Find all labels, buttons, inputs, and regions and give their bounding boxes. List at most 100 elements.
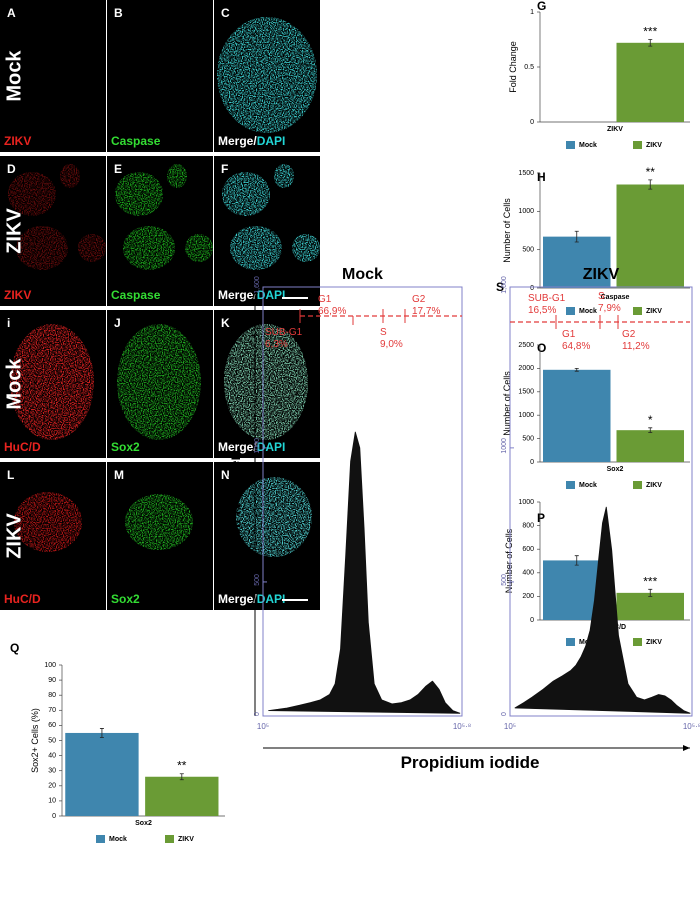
error-bar bbox=[574, 230, 579, 243]
bar bbox=[543, 236, 611, 288]
gate-percent: 17,7% bbox=[412, 306, 440, 317]
y-axis-label: Cell Number bbox=[227, 454, 244, 548]
cell-cluster bbox=[78, 234, 106, 262]
x-tick-label: Sox2 bbox=[607, 466, 624, 473]
channel-name: Merge/ bbox=[218, 134, 257, 148]
cell-cluster bbox=[115, 172, 163, 216]
cell-cluster bbox=[60, 164, 80, 188]
panel-letter: Q bbox=[10, 641, 19, 655]
panel-letter: R bbox=[250, 280, 259, 294]
legend-label: ZIKV bbox=[646, 142, 662, 149]
y-tick-label: 0.5 bbox=[524, 64, 534, 71]
cell-cluster bbox=[16, 226, 68, 270]
channel-name: Merge/ bbox=[218, 592, 257, 606]
y-tick-label: 0 bbox=[530, 617, 534, 624]
channel-label: Sox2 bbox=[111, 592, 140, 606]
channel-label: HuC/D bbox=[4, 440, 41, 454]
micrograph bbox=[0, 0, 106, 152]
y-axis-label: Number of Cells bbox=[504, 528, 514, 593]
panel-letter: P bbox=[537, 511, 545, 525]
panel-letter: D bbox=[7, 162, 16, 176]
error-bar bbox=[574, 368, 579, 372]
y-tick-label: 10 bbox=[48, 798, 56, 805]
channel-name: HuC/D bbox=[4, 440, 41, 454]
cell-cluster bbox=[224, 324, 308, 440]
channel-name: DAPI bbox=[257, 134, 286, 148]
y-tick-label: 500 bbox=[501, 574, 508, 586]
cell-cluster bbox=[14, 492, 82, 552]
arrow-head bbox=[683, 745, 690, 751]
cell-cluster bbox=[217, 17, 317, 133]
y-tick-label: 500 bbox=[522, 247, 534, 254]
cell-cluster bbox=[10, 324, 94, 440]
channel-label: Merge/DAPI bbox=[218, 288, 285, 302]
panel-letter: E bbox=[114, 162, 122, 176]
y-tick-label: 0 bbox=[530, 459, 534, 466]
y-tick-label: 1500 bbox=[518, 170, 534, 177]
legend-label: Mock bbox=[579, 142, 597, 149]
error-bar bbox=[179, 773, 184, 781]
bar bbox=[145, 776, 219, 816]
channel-name: Sox2 bbox=[111, 592, 140, 606]
legend-label: Mock bbox=[579, 308, 597, 315]
legend-label: Mock bbox=[579, 482, 597, 489]
y-tick-label: 1,600 bbox=[501, 276, 508, 294]
micrograph bbox=[107, 0, 213, 152]
cell-cluster bbox=[185, 234, 213, 262]
channel-name: Merge/ bbox=[218, 288, 257, 302]
panel-letter: A bbox=[7, 6, 16, 20]
y-axis-label: Number of Cells bbox=[502, 371, 512, 436]
cell-cluster bbox=[292, 234, 320, 262]
y-tick-label: 1000 bbox=[518, 412, 534, 419]
gate-name: G2 bbox=[622, 329, 636, 340]
cell-cluster bbox=[125, 494, 193, 550]
channel-name: DAPI bbox=[257, 592, 286, 606]
bar bbox=[616, 42, 684, 122]
y-tick-label: 1,600 bbox=[254, 276, 261, 294]
x-tick-label: Sox2 bbox=[135, 820, 152, 827]
channel-label: Merge/DAPI bbox=[218, 134, 285, 148]
cell-cluster bbox=[236, 477, 312, 557]
gate-percent: 66,9% bbox=[318, 306, 346, 317]
legend-swatch bbox=[96, 835, 105, 843]
error-bar bbox=[648, 427, 653, 433]
channel-name: HuC/D bbox=[4, 592, 41, 606]
channel-name: Caspase bbox=[111, 134, 161, 148]
panel-letter: K bbox=[221, 316, 230, 330]
error-bar bbox=[648, 179, 653, 190]
panel-letter: F bbox=[221, 162, 228, 176]
y-axis-label: Fold Change bbox=[508, 41, 518, 93]
y-tick-label: 30 bbox=[48, 768, 56, 775]
x-tick-label: 10⁵ bbox=[257, 722, 269, 731]
gate-name: G1 bbox=[562, 329, 576, 340]
panel-letter: S bbox=[496, 280, 504, 294]
y-tick-label: 80 bbox=[48, 692, 56, 699]
histogram-area bbox=[514, 506, 691, 714]
y-tick-label: 0 bbox=[530, 119, 534, 126]
legend-label: ZIKV bbox=[646, 639, 662, 646]
channel-label: Merge/DAPI bbox=[218, 440, 285, 454]
microscopy-grid: A ZIKV B Caspase C Merge/DAPI Mock D ZIKV E Caspas… bbox=[0, 0, 320, 610]
channel-label: Sox2 bbox=[111, 440, 140, 454]
channel-label: HuC/D bbox=[4, 592, 41, 606]
legend-label: Mock bbox=[109, 836, 127, 843]
error-bar bbox=[648, 588, 653, 597]
row-label: Mock bbox=[3, 50, 25, 102]
panel-letter: B bbox=[114, 6, 123, 20]
y-tick-label: 500 bbox=[254, 574, 261, 586]
y-tick-label: 40 bbox=[48, 752, 56, 759]
legend-label: ZIKV bbox=[178, 836, 194, 843]
chart-title: ZIKV bbox=[583, 266, 620, 283]
y-tick-label: 0 bbox=[530, 285, 534, 292]
y-axis-label: Number of Cells bbox=[502, 198, 512, 263]
channel-label: ZIKV bbox=[4, 288, 31, 302]
error-bar bbox=[648, 39, 653, 47]
legend-label: ZIKV bbox=[646, 482, 662, 489]
y-tick-label: 2000 bbox=[518, 365, 534, 372]
gate-percent: 7,9% bbox=[598, 303, 621, 314]
gate-name: S bbox=[380, 327, 387, 338]
y-tick-label: 400 bbox=[522, 570, 534, 577]
legend-swatch bbox=[633, 638, 642, 646]
